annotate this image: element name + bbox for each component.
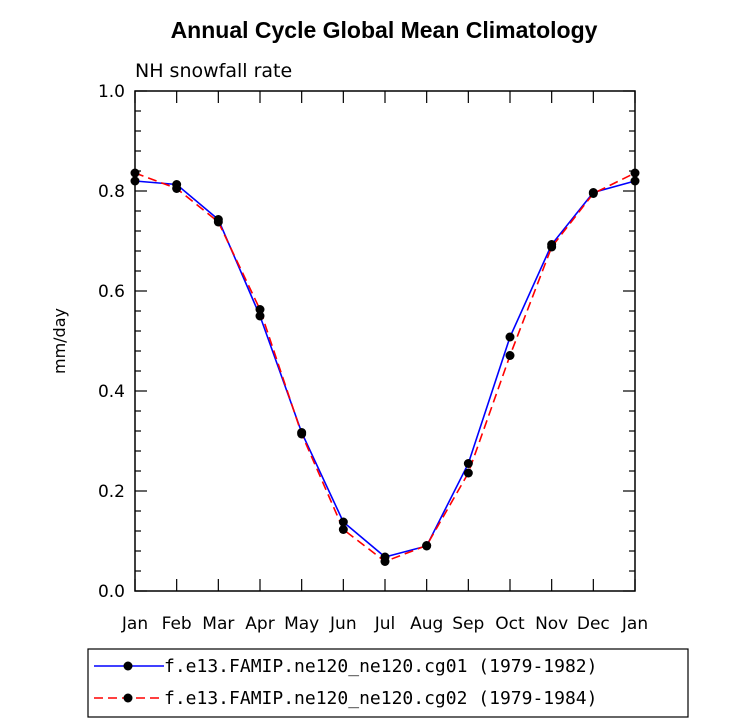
- y-tick-label: 0.6: [98, 282, 125, 302]
- x-tick-label: Aug: [410, 614, 443, 634]
- x-tick-label: Jan: [621, 614, 648, 634]
- series-1-point: [255, 311, 265, 321]
- y-tick-label: 0.4: [98, 382, 125, 402]
- series-line-2: [134, 172, 636, 563]
- series-1-point: [630, 176, 640, 186]
- x-tick-label: Apr: [245, 614, 274, 634]
- x-tick-label: Nov: [535, 614, 568, 634]
- legend-box: [87, 648, 689, 718]
- series-2-point: [172, 184, 182, 193]
- x-tick-label: Feb: [162, 614, 192, 634]
- x-tick-label: Mar: [202, 614, 234, 634]
- legend: f.e13.FAMIP.ne120_ne120.cg01 (1979-1982)…: [87, 648, 689, 718]
- x-tick-label: Jul: [374, 614, 396, 634]
- y-tick-label: 0.2: [98, 482, 125, 502]
- y-axis-label: mm/day: [50, 308, 69, 374]
- series-2-point: [422, 541, 432, 550]
- series-1-point: [505, 332, 515, 342]
- x-tick-label: Jan: [121, 614, 148, 634]
- chart-title: Annual Cycle Global Mean Climatology: [171, 17, 598, 43]
- series-2-point: [588, 189, 598, 198]
- series-2-point: [130, 168, 140, 178]
- y-tick-label: 1.0: [98, 82, 125, 102]
- legend-label-2: f.e13.FAMIP.ne120_ne120.cg02 (1979-1984): [164, 688, 597, 709]
- x-tick-label: Dec: [577, 614, 610, 634]
- series-1-point: [463, 459, 473, 468]
- plot-frame: [134, 90, 636, 592]
- series-2-point: [630, 168, 640, 178]
- chart-subtitle: NH snowfall rate: [135, 60, 292, 82]
- x-tick-label: Oct: [495, 614, 525, 634]
- series-2-point: [297, 429, 307, 439]
- series-1-point: [338, 517, 348, 527]
- series-2-point: [380, 557, 390, 566]
- series-2-point: [213, 217, 223, 227]
- legend-marker-2: [123, 693, 133, 703]
- plot-area: 0.0 0.2 0.4 0.6 0.8 1.0 Jan Feb Mar Apr May Jun Jul A…: [98, 82, 648, 634]
- x-tick-label: Jun: [329, 614, 357, 634]
- series-1-point: [130, 176, 140, 186]
- series-2-point: [547, 242, 557, 252]
- series-2-point: [255, 305, 265, 314]
- y-tick-label: 0.0: [98, 582, 125, 602]
- series-2-point: [463, 468, 473, 478]
- x-tick-label: May: [284, 614, 319, 634]
- legend-marker-1: [123, 661, 133, 671]
- x-tick-label: Sep: [452, 614, 484, 634]
- series-line-1: [134, 180, 636, 558]
- legend-label-1: f.e13.FAMIP.ne120_ne120.cg01 (1979-1982): [164, 656, 597, 677]
- series-2-point: [505, 351, 515, 360]
- y-tick-label: 0.8: [98, 182, 125, 202]
- series-2-point: [338, 525, 348, 534]
